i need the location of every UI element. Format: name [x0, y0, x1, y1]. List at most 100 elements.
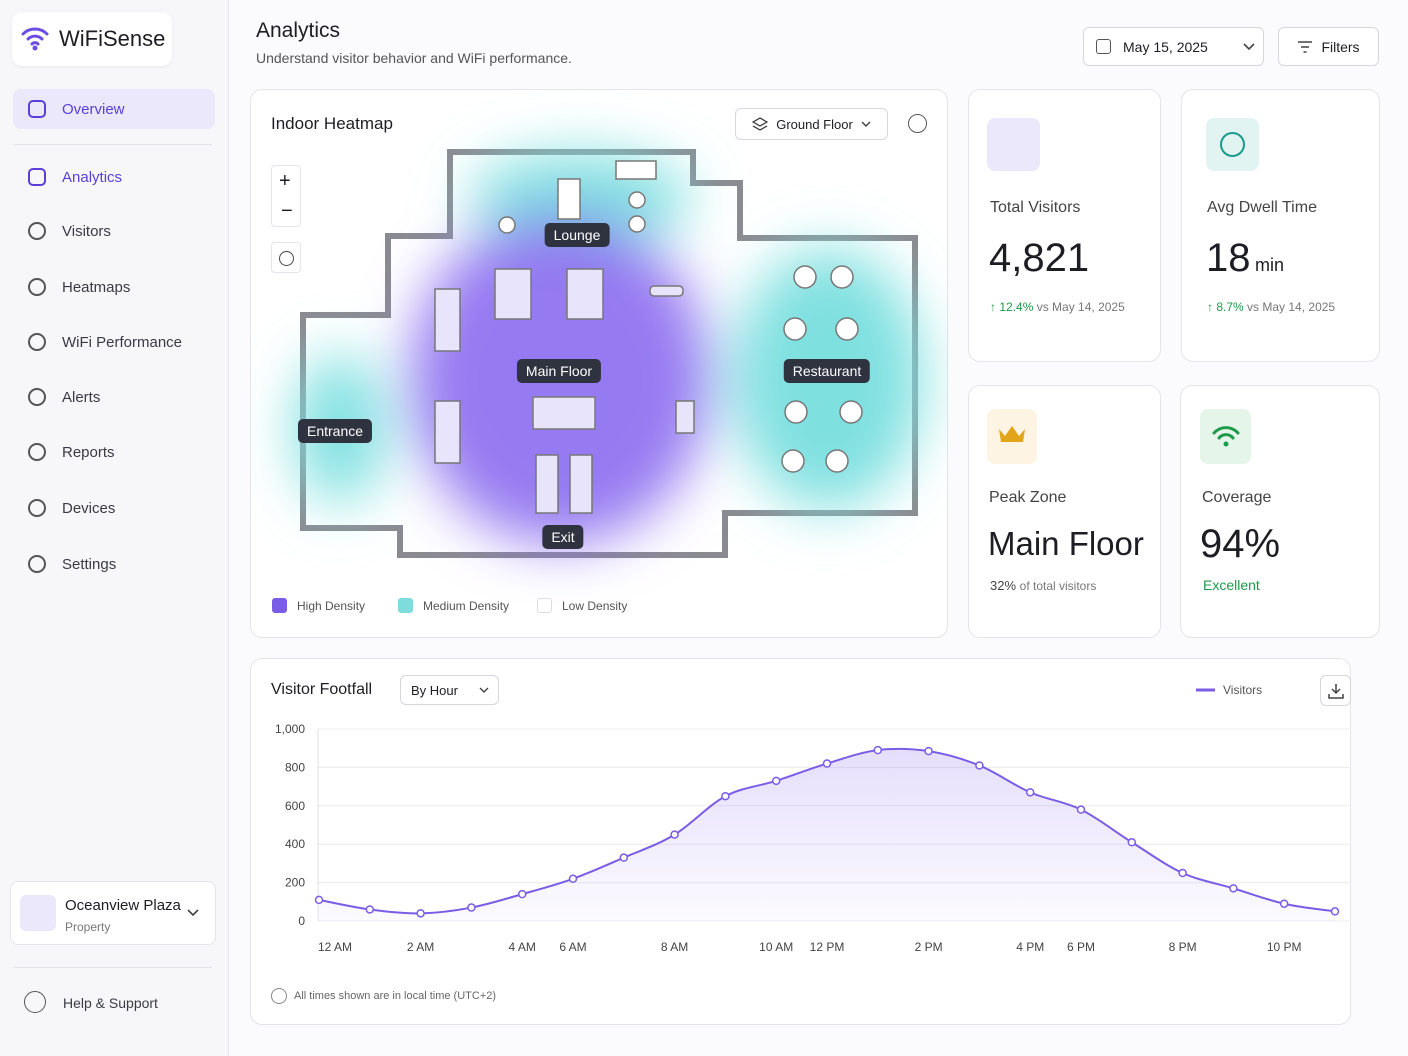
nav-item[interactable]: Visitors: [28, 222, 111, 240]
calendar-icon: [1096, 39, 1111, 54]
x-tick-label: 2 PM: [915, 940, 943, 954]
legend-label: Visitors: [1223, 683, 1262, 697]
point: [568, 874, 578, 884]
brand: WiFiSense: [59, 26, 166, 51]
legend-label: Medium Density: [423, 599, 510, 613]
point: [1178, 868, 1187, 878]
point: [1076, 805, 1086, 814]
nav-label: Devices: [62, 499, 116, 517]
locate-button[interactable]: [271, 242, 301, 273]
nav-icon: [28, 278, 46, 296]
chart-title: Visitor Footfall: [271, 681, 373, 698]
chevron: [479, 687, 489, 693]
point: [416, 909, 425, 918]
stat-value: 18 min: [1206, 236, 1284, 281]
point: [365, 905, 375, 914]
visitors-icon: [987, 118, 1040, 171]
nav-active[interactable]: [13, 89, 215, 129]
nav-item[interactable]: Alerts: [28, 388, 100, 406]
point: [1279, 899, 1289, 908]
property-selector[interactable]: Oceanview Plaza Property: [10, 881, 216, 945]
x-tick-label: 8 PM: [1169, 940, 1197, 954]
zoom-out[interactable]: −: [281, 200, 293, 222]
note: 32%: [990, 578, 1017, 593]
nav-item[interactable]: Overview: [28, 100, 125, 118]
page-title: Analytics: [256, 19, 341, 42]
nav-item[interactable]: WiFi Performance: [28, 333, 182, 351]
point: [771, 776, 781, 786]
coverage-icon: [1200, 409, 1251, 464]
legend-swatch: [272, 598, 287, 613]
point: [1330, 907, 1340, 916]
nav-item[interactable]: Devices: [28, 499, 115, 517]
wifi: [1212, 426, 1240, 447]
x-tick-label: 4 PM: [1016, 940, 1044, 954]
chevron: [1243, 42, 1255, 50]
note-text: of total visitors: [1019, 579, 1097, 593]
point: [517, 889, 527, 899]
legend-label: Low Density: [562, 599, 628, 613]
nav-item[interactable]: Heatmaps: [28, 278, 130, 296]
download-button[interactable]: [1320, 675, 1351, 706]
filter-icon: [1298, 40, 1313, 53]
x-tick-label: 10 AM: [759, 940, 793, 954]
legend-label: High Density: [297, 599, 366, 613]
point: [1025, 788, 1035, 797]
point: [822, 759, 832, 768]
chevron: [187, 909, 199, 917]
help-icon: [24, 991, 46, 1013]
nav-label: Settings: [62, 555, 117, 573]
clock-icon: [1206, 118, 1259, 171]
unit: min: [1254, 255, 1284, 275]
floor: Ground Floor: [776, 116, 853, 132]
info-icon[interactable]: [908, 114, 927, 133]
nav-icon: [28, 499, 46, 517]
page-subtitle: Understand visitor behavior and WiFi per…: [256, 50, 572, 66]
nav-item[interactable]: Analytics: [28, 168, 122, 186]
y-tick-label: 800: [285, 760, 305, 774]
x-tick-label: 12 PM: [810, 940, 845, 954]
stat-label: Coverage: [1202, 489, 1272, 506]
nav-icon: [28, 443, 46, 461]
divider: [14, 967, 212, 968]
y-tick-label: 400: [285, 837, 305, 851]
floor-select[interactable]: Ground Floor: [735, 108, 888, 140]
legend-swatch: [398, 598, 413, 613]
nav-icon: [28, 388, 46, 406]
nav-item[interactable]: Settings: [28, 555, 116, 573]
zoom-in[interactable]: +: [279, 170, 291, 192]
date: May 15, 2025: [1123, 38, 1208, 55]
property-name: Oceanview Plaza: [65, 897, 181, 914]
date-picker[interactable]: May 15, 2025: [1083, 27, 1264, 66]
nav-item[interactable]: Reports: [28, 443, 115, 461]
nav-label: Reports: [62, 443, 115, 461]
y-tick-label: 1,000: [275, 722, 305, 736]
legend-swatch: [537, 598, 552, 613]
filters-button[interactable]: Filters: [1278, 27, 1379, 66]
point: [873, 745, 883, 755]
stat-change: ↑ 12.4% vs May 14, 2025: [990, 300, 1125, 314]
x-tick-label: 4 AM: [509, 940, 536, 954]
point: [721, 791, 730, 801]
compare: vs May 14, 2025: [1036, 300, 1125, 314]
crown: [999, 426, 1025, 442]
grouping: By Hour: [411, 682, 458, 698]
stat-value: 94%: [1200, 522, 1281, 566]
zoom-control[interactable]: + −: [271, 165, 301, 227]
zone-label: Lounge: [544, 223, 610, 247]
point: [1127, 838, 1137, 847]
grouping-select[interactable]: By Hour: [400, 675, 499, 705]
stat-value: 4,821: [989, 236, 1090, 280]
property-icon: [20, 895, 56, 931]
sidebar: [0, 0, 229, 1056]
help-link[interactable]: Help & Support: [63, 995, 158, 1011]
zone-label: Restaurant: [783, 359, 871, 383]
x-tick-label: 2 AM: [407, 940, 434, 954]
change: 8.7%: [1216, 300, 1244, 314]
point: [314, 895, 324, 905]
x-tick-label: 12 AM: [318, 940, 352, 954]
stat-value: Main Floor: [988, 525, 1144, 562]
heatmap-title: Indoor Heatmap: [271, 114, 393, 133]
nav-label: Overview: [62, 100, 125, 118]
